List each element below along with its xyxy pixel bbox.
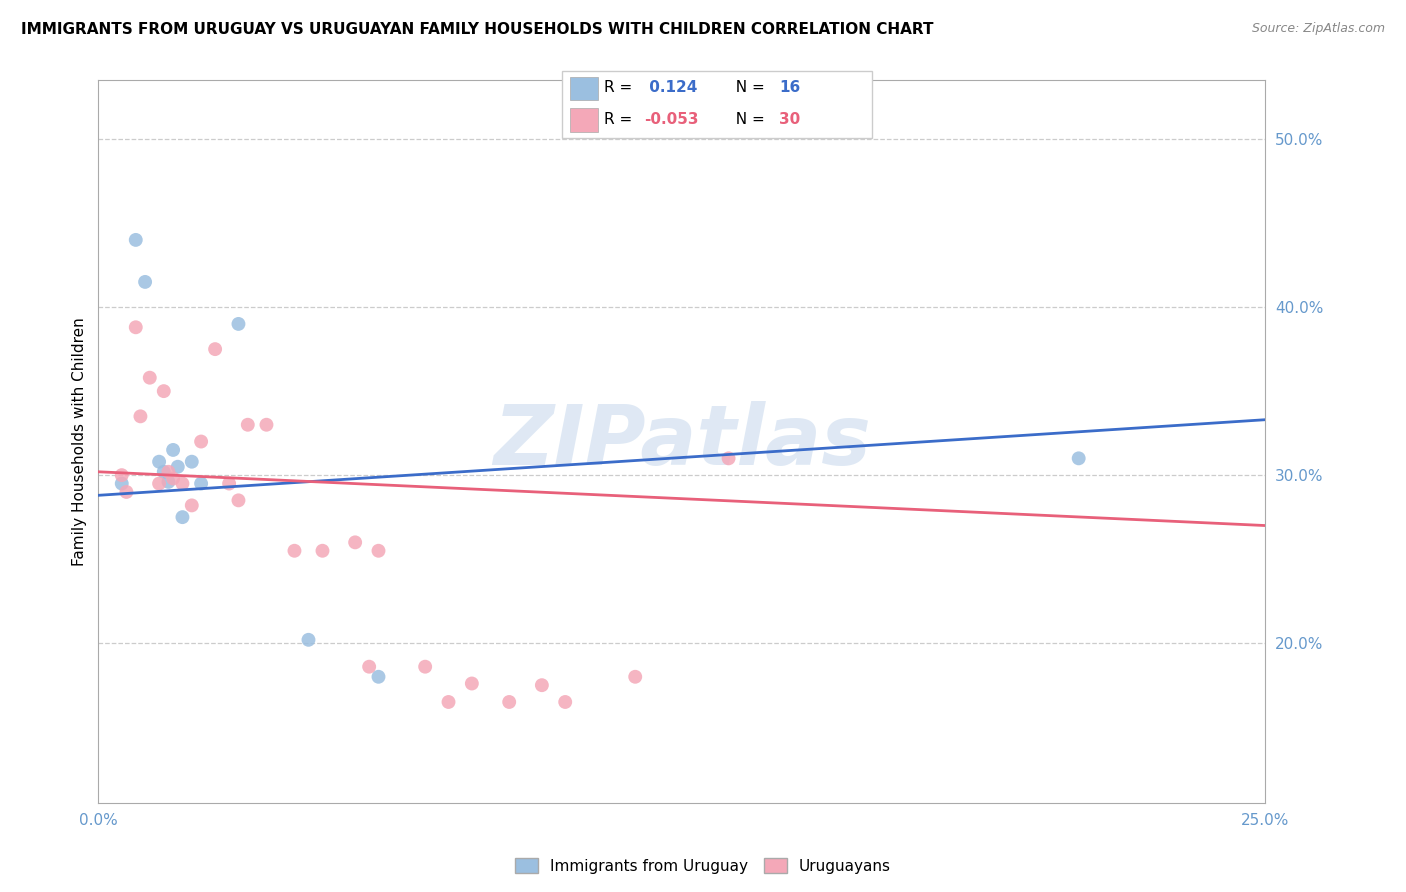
Point bbox=[180, 455, 202, 469]
Point bbox=[359, 659, 381, 673]
Point bbox=[461, 676, 484, 690]
Point bbox=[166, 459, 188, 474]
Point bbox=[148, 455, 170, 469]
Text: IMMIGRANTS FROM URUGUAY VS URUGUAYAN FAMILY HOUSEHOLDS WITH CHILDREN CORRELATION: IMMIGRANTS FROM URUGUAY VS URUGUAYAN FAM… bbox=[21, 22, 934, 37]
Text: 16: 16 bbox=[779, 80, 800, 95]
Point bbox=[139, 370, 162, 384]
Point bbox=[283, 543, 305, 558]
Point bbox=[152, 384, 174, 398]
Point bbox=[228, 493, 250, 508]
Text: 30: 30 bbox=[779, 112, 800, 127]
Point bbox=[125, 320, 148, 334]
Point bbox=[1067, 451, 1090, 466]
Point bbox=[204, 342, 226, 356]
Point bbox=[344, 535, 367, 549]
Point bbox=[172, 510, 194, 524]
Point bbox=[125, 233, 148, 247]
Point bbox=[152, 465, 174, 479]
Point bbox=[162, 442, 184, 457]
Point bbox=[624, 670, 647, 684]
FancyBboxPatch shape bbox=[562, 71, 872, 138]
Text: ZIPatlas: ZIPatlas bbox=[494, 401, 870, 482]
Point bbox=[554, 695, 576, 709]
Point bbox=[157, 475, 180, 489]
FancyBboxPatch shape bbox=[571, 77, 598, 100]
Point bbox=[218, 476, 240, 491]
Point bbox=[129, 409, 152, 424]
Point bbox=[190, 434, 212, 449]
Y-axis label: Family Households with Children: Family Households with Children bbox=[72, 318, 87, 566]
Point bbox=[367, 670, 389, 684]
Point bbox=[111, 476, 134, 491]
Text: R =: R = bbox=[605, 112, 637, 127]
FancyBboxPatch shape bbox=[571, 108, 598, 131]
Point bbox=[180, 499, 202, 513]
Point bbox=[228, 317, 250, 331]
Text: -0.053: -0.053 bbox=[644, 112, 699, 127]
Point bbox=[311, 543, 333, 558]
Point bbox=[530, 678, 553, 692]
Point bbox=[437, 695, 460, 709]
Point bbox=[498, 695, 520, 709]
Text: Source: ZipAtlas.com: Source: ZipAtlas.com bbox=[1251, 22, 1385, 36]
Point bbox=[236, 417, 259, 432]
Point bbox=[162, 471, 184, 485]
Text: 0.124: 0.124 bbox=[644, 80, 697, 95]
Text: R =: R = bbox=[605, 80, 637, 95]
Point bbox=[157, 465, 180, 479]
Point bbox=[190, 476, 212, 491]
Point bbox=[297, 632, 319, 647]
Point bbox=[134, 275, 156, 289]
Text: N =: N = bbox=[727, 80, 770, 95]
Point bbox=[115, 485, 138, 500]
Point bbox=[413, 659, 436, 673]
Point bbox=[717, 451, 740, 466]
Text: N =: N = bbox=[727, 112, 770, 127]
Legend: Immigrants from Uruguay, Uruguayans: Immigrants from Uruguay, Uruguayans bbox=[509, 852, 897, 880]
Point bbox=[256, 417, 278, 432]
Point bbox=[148, 476, 170, 491]
Point bbox=[172, 476, 194, 491]
Point bbox=[111, 468, 134, 483]
Point bbox=[367, 543, 389, 558]
